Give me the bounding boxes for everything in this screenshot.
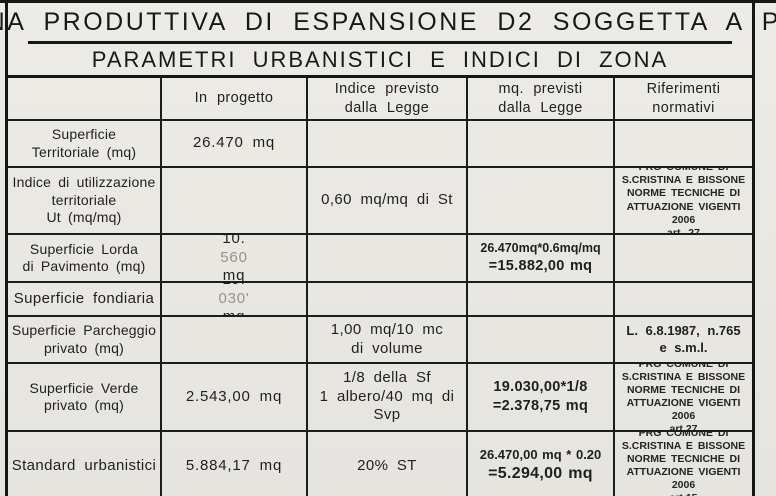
value-pencil-part: 560 [220, 248, 248, 266]
calc-formula-line: 26.470,00 mq * 0.20 [479, 447, 602, 463]
cell-r3-label: Superficie Lorda di Pavimento (mq) [8, 235, 162, 283]
header-mq-previsti: mq. previsti dalla Legge [468, 78, 615, 121]
cell-r3-indice [308, 235, 468, 283]
calc-result-line: =15.882,00 mq [488, 257, 593, 274]
cell-r5-riferimenti: L. 6.8.1987, n.765 e s.m.l. [615, 317, 752, 364]
cell-r6-in-progetto: 2.543,00 mq [162, 364, 308, 432]
cell-r2-in-progetto [162, 168, 308, 235]
cell-r6-riferimenti: PRG COMUNE DI S.CRISTINA E BISSONE NORME… [615, 364, 752, 432]
cell-r1-mq-previsti [468, 121, 615, 168]
cell-r2-indice: 0,60 mq/mq di St [308, 168, 468, 235]
cell-r4-riferimenti [615, 283, 752, 317]
top-border-line [0, 0, 776, 3]
calc-result-line: =5.294,00 mq [488, 465, 593, 483]
value-unit-part: mq [222, 308, 246, 317]
value-ink-part: 19. [222, 283, 245, 290]
cell-r5-in-progetto [162, 317, 308, 364]
sheet-subtitle: PARAMETRI URBANISTICI E INDICI DI ZONA [91, 46, 669, 72]
cell-r6-indice: 1/8 della Sf 1 albero/40 mq di Svp [308, 364, 468, 432]
cell-r5-label: Superficie Parcheggio privato (mq) [8, 317, 162, 364]
parameters-table: In progetto Indice previsto dalla Legge … [8, 75, 752, 496]
cell-r7-riferimenti: PRG COMUNE DI S.CRISTINA E BISSONE NORME… [615, 432, 752, 496]
table-frame: ZONA PRODUTTIVA DI ESPANSIONE D2 SOGGETT… [0, 3, 776, 496]
cell-r3-riferimenti [615, 235, 752, 283]
calc-formula-line: 19.030,00*1/8 [493, 379, 588, 396]
value-unit-part: mq [222, 267, 246, 283]
header-riferimenti: Riferimenti normativi [615, 78, 752, 121]
cell-r5-mq-previsti [468, 317, 615, 364]
calc-formula-line: 26.470mq*0.6mq/mq [480, 241, 601, 256]
value-ink-part: 10. [222, 235, 246, 247]
header-indice-previsto: Indice previsto dalla Legge [308, 78, 468, 121]
cell-r4-label: Superficie fondiaria [8, 283, 162, 317]
sheet-title: ZONA PRODUTTIVA DI ESPANSIONE D2 SOGGETT… [0, 3, 776, 44]
cell-r2-label: Indice di utilizzazione territoriale Ut … [8, 168, 162, 235]
header-empty [8, 78, 162, 121]
cell-r6-label: Superficie Verde privato (mq) [8, 364, 162, 432]
cell-r6-mq-previsti: 19.030,00*1/8 =2.378,75 mq [468, 364, 615, 432]
cell-r4-in-progetto: 19.030' mq [162, 283, 308, 317]
cell-r2-mq-previsti [468, 168, 615, 235]
cell-r2-riferimenti: PRG COMUNE DI S.CRISTINA E BISSONE NORME… [615, 168, 752, 235]
cell-r1-indice [308, 121, 468, 168]
cell-r3-in-progetto: 10. 560 mq [162, 235, 308, 283]
cell-r5-indice: 1,00 mq/10 mc di volume [308, 317, 468, 364]
header-in-progetto: In progetto [162, 78, 308, 121]
calc-result-line: =2.378,75 mq [492, 398, 589, 414]
value-pencil-part: 030' [218, 289, 250, 307]
cell-r3-mq-previsti: 26.470mq*0.6mq/mq =15.882,00 mq [468, 235, 615, 283]
cell-r7-label: Standard urbanistici [8, 432, 162, 496]
cell-r1-label: Superficie Territoriale (mq) [8, 121, 162, 168]
cell-r4-indice [308, 283, 468, 317]
cell-r7-in-progetto: 5.884,17 mq [162, 432, 308, 496]
cell-r4-mq-previsti [468, 283, 615, 317]
cell-r7-mq-previsti: 26.470,00 mq * 0.20 =5.294,00 mq [468, 432, 615, 496]
cell-r1-riferimenti [615, 121, 752, 168]
cell-r1-in-progetto: 26.470 mq [162, 121, 308, 168]
cell-r7-indice: 20% ST [308, 432, 468, 496]
